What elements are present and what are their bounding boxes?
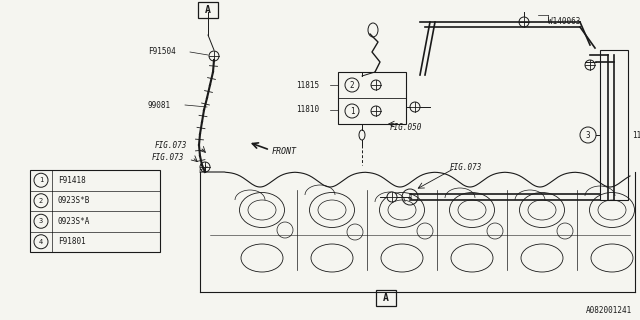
Text: 99081: 99081 bbox=[148, 100, 171, 109]
Circle shape bbox=[371, 80, 381, 90]
Text: W140063: W140063 bbox=[548, 18, 580, 27]
Text: 11810: 11810 bbox=[296, 106, 319, 115]
Circle shape bbox=[371, 106, 381, 116]
Text: F91504: F91504 bbox=[148, 47, 176, 57]
Text: 4: 4 bbox=[39, 239, 43, 245]
Ellipse shape bbox=[368, 23, 378, 37]
Text: FIG.050: FIG.050 bbox=[390, 123, 422, 132]
Text: A: A bbox=[383, 293, 389, 303]
Text: 0923S*B: 0923S*B bbox=[58, 196, 90, 205]
Text: 1: 1 bbox=[39, 177, 43, 183]
Circle shape bbox=[200, 162, 210, 172]
Text: 3: 3 bbox=[39, 218, 43, 224]
Text: FIG.073: FIG.073 bbox=[155, 140, 188, 149]
Text: A: A bbox=[205, 5, 211, 15]
Text: 2: 2 bbox=[349, 81, 355, 90]
Circle shape bbox=[209, 51, 219, 61]
Circle shape bbox=[585, 60, 595, 70]
Circle shape bbox=[410, 102, 420, 112]
Text: FIG.073: FIG.073 bbox=[152, 154, 184, 163]
Text: A082001241: A082001241 bbox=[586, 306, 632, 315]
Text: 11849: 11849 bbox=[632, 131, 640, 140]
Text: 3: 3 bbox=[586, 131, 590, 140]
Text: 0923S*A: 0923S*A bbox=[58, 217, 90, 226]
Circle shape bbox=[387, 192, 397, 202]
Text: 2: 2 bbox=[39, 198, 43, 204]
Text: F91801: F91801 bbox=[58, 237, 86, 246]
Circle shape bbox=[519, 17, 529, 27]
Text: F91418: F91418 bbox=[58, 176, 86, 185]
Text: 1: 1 bbox=[349, 107, 355, 116]
Text: FIG.073: FIG.073 bbox=[450, 164, 483, 172]
Ellipse shape bbox=[359, 130, 365, 140]
Text: 11815: 11815 bbox=[296, 81, 319, 90]
Text: 4: 4 bbox=[408, 193, 412, 202]
Text: FRONT: FRONT bbox=[272, 148, 297, 156]
